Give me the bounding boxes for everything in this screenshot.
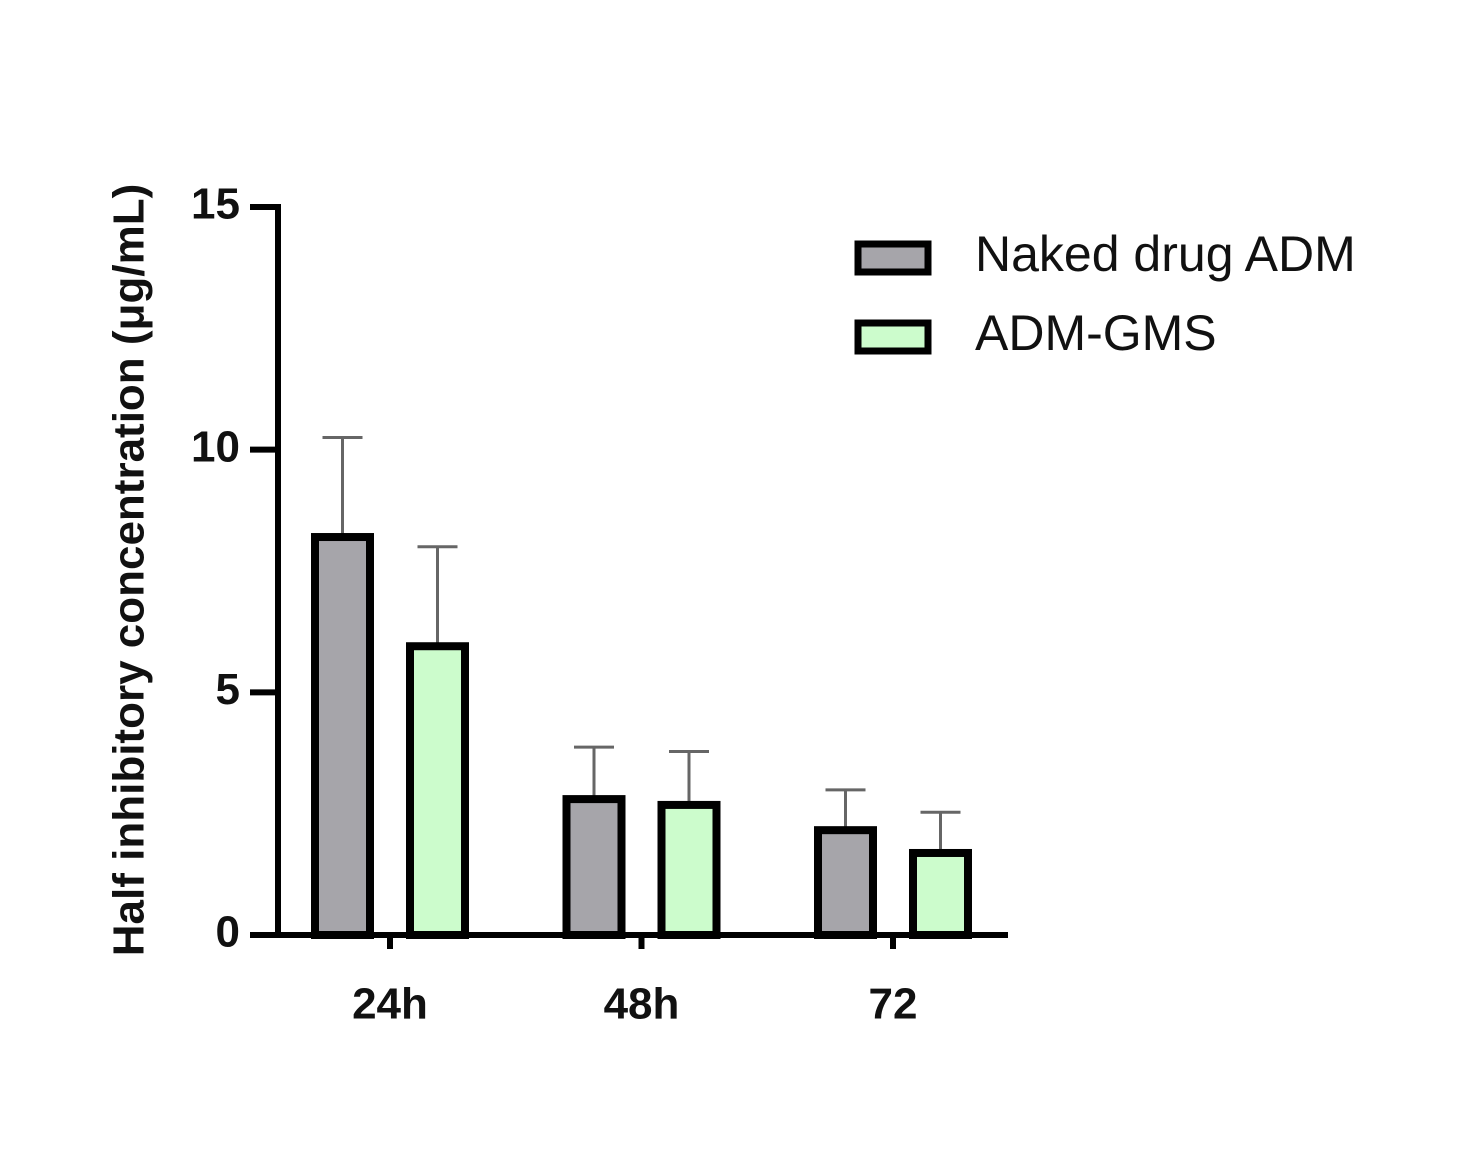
x-tick-label: 24h	[352, 980, 428, 1029]
y-tick-label: 0	[216, 908, 240, 957]
bar	[562, 795, 626, 940]
bar	[909, 848, 972, 939]
y-tick-label: 5	[216, 665, 240, 714]
bar	[311, 533, 374, 939]
legend-label: ADM-GMS	[975, 305, 1217, 361]
y-tick-label: 15	[191, 180, 240, 229]
x-tick-label: 72	[869, 980, 918, 1029]
bar	[406, 642, 469, 940]
legend-swatch	[854, 319, 932, 355]
bar	[814, 826, 877, 940]
legend-label: Naked drug ADM	[975, 226, 1356, 282]
y-tick-label: 10	[191, 422, 240, 471]
legend-swatch	[854, 240, 932, 276]
bar	[657, 800, 721, 939]
x-tick-label: 48h	[604, 980, 680, 1029]
y-axis-label: Half inhibitory concentration (μg/mL)	[105, 184, 154, 956]
